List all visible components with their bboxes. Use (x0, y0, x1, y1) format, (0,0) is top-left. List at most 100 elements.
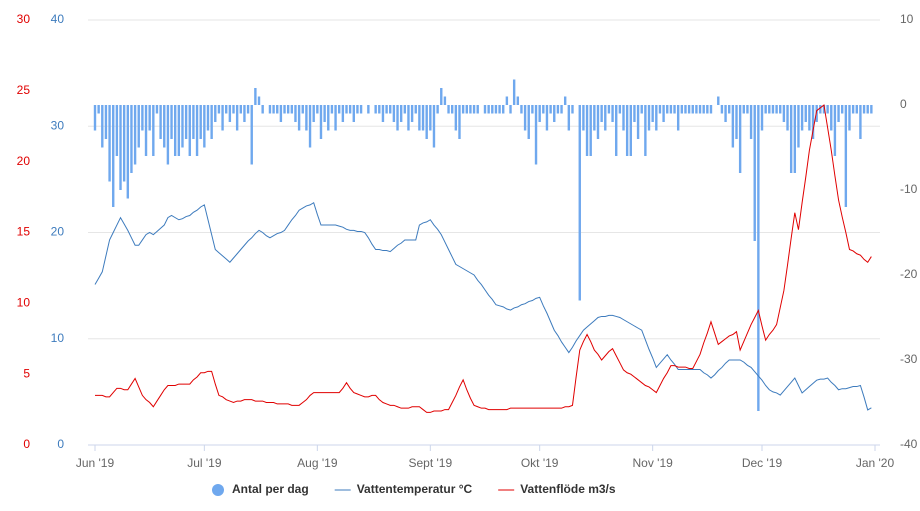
bar (585, 105, 589, 156)
bar (782, 105, 786, 122)
bar (753, 105, 756, 241)
bar (775, 105, 778, 114)
bar (706, 105, 709, 114)
bar (691, 105, 694, 114)
bar (301, 105, 304, 114)
bar (458, 105, 461, 139)
bar (414, 105, 417, 114)
bar (556, 105, 560, 114)
bar (319, 105, 323, 139)
bar (173, 105, 177, 156)
y2-tick-label: -10 (900, 182, 918, 196)
bar (374, 105, 377, 114)
bar (819, 105, 822, 114)
bar (855, 105, 858, 114)
bar (768, 105, 771, 114)
bar (797, 105, 800, 148)
legend-marker (212, 484, 224, 496)
bar (279, 105, 283, 122)
x-tick-label: Jul '19 (187, 456, 222, 470)
bar (771, 105, 775, 114)
bar (330, 105, 334, 114)
bar (407, 105, 410, 131)
bar (257, 96, 261, 105)
bar (695, 105, 698, 114)
bar (830, 105, 833, 131)
bar (534, 105, 538, 165)
y2-tick-label: -40 (900, 437, 918, 451)
bar (188, 105, 191, 156)
bar (254, 88, 257, 105)
bar (203, 105, 206, 148)
bar (491, 105, 494, 114)
bar (563, 96, 567, 105)
bar (651, 105, 654, 122)
y3-tick-label: 5 (23, 366, 30, 380)
bar (520, 105, 523, 114)
bar (454, 105, 458, 131)
bar (432, 105, 436, 148)
bar (625, 105, 629, 156)
legend-label: Antal per dag (232, 482, 309, 496)
bar (578, 105, 581, 301)
bar (181, 105, 184, 148)
x-tick-label: Jun '19 (76, 456, 115, 470)
bar (764, 105, 767, 114)
bar (684, 105, 687, 114)
y-tick-label: 30 (51, 118, 65, 132)
bar (250, 105, 253, 165)
y2-tick-label: -20 (900, 267, 918, 281)
bar (316, 105, 319, 114)
bar (622, 105, 625, 131)
bar (615, 105, 618, 156)
bar (483, 105, 487, 114)
bar (345, 105, 348, 114)
bar (837, 105, 840, 122)
bar (119, 105, 122, 190)
bar (166, 105, 170, 165)
bar (283, 105, 286, 114)
bar (582, 105, 585, 131)
bar (108, 105, 111, 182)
bar (101, 105, 104, 148)
bar (389, 105, 392, 114)
bar (604, 105, 607, 131)
bar (410, 105, 414, 122)
bar (545, 105, 549, 131)
bar (866, 105, 869, 114)
bar (676, 105, 680, 131)
bar (811, 105, 815, 139)
bar (228, 105, 232, 122)
bar (494, 105, 498, 114)
bar (840, 105, 844, 114)
bar (815, 105, 818, 122)
bar (97, 105, 100, 114)
bar (163, 105, 166, 148)
bar (221, 105, 224, 131)
bar (199, 105, 202, 139)
bar (786, 105, 789, 131)
bar (122, 105, 126, 182)
bar (396, 105, 399, 131)
bar (286, 105, 290, 114)
y2-tick-label: 10 (900, 12, 914, 26)
bar (447, 105, 450, 114)
bar (505, 96, 509, 105)
bar (235, 105, 239, 131)
x-tick-label: Nov '19 (633, 456, 674, 470)
bar (418, 105, 421, 131)
bar (673, 105, 676, 114)
bar (104, 105, 108, 139)
bar (232, 105, 235, 114)
bar (381, 105, 385, 122)
y2-tick-label: 0 (900, 97, 907, 111)
bar (112, 105, 115, 207)
bar (531, 105, 534, 114)
bar (633, 105, 636, 122)
bar (225, 105, 228, 114)
bar (144, 105, 148, 156)
y3-tick-label: 10 (17, 296, 31, 310)
bar (436, 105, 439, 114)
y-tick-label: 10 (51, 331, 65, 345)
